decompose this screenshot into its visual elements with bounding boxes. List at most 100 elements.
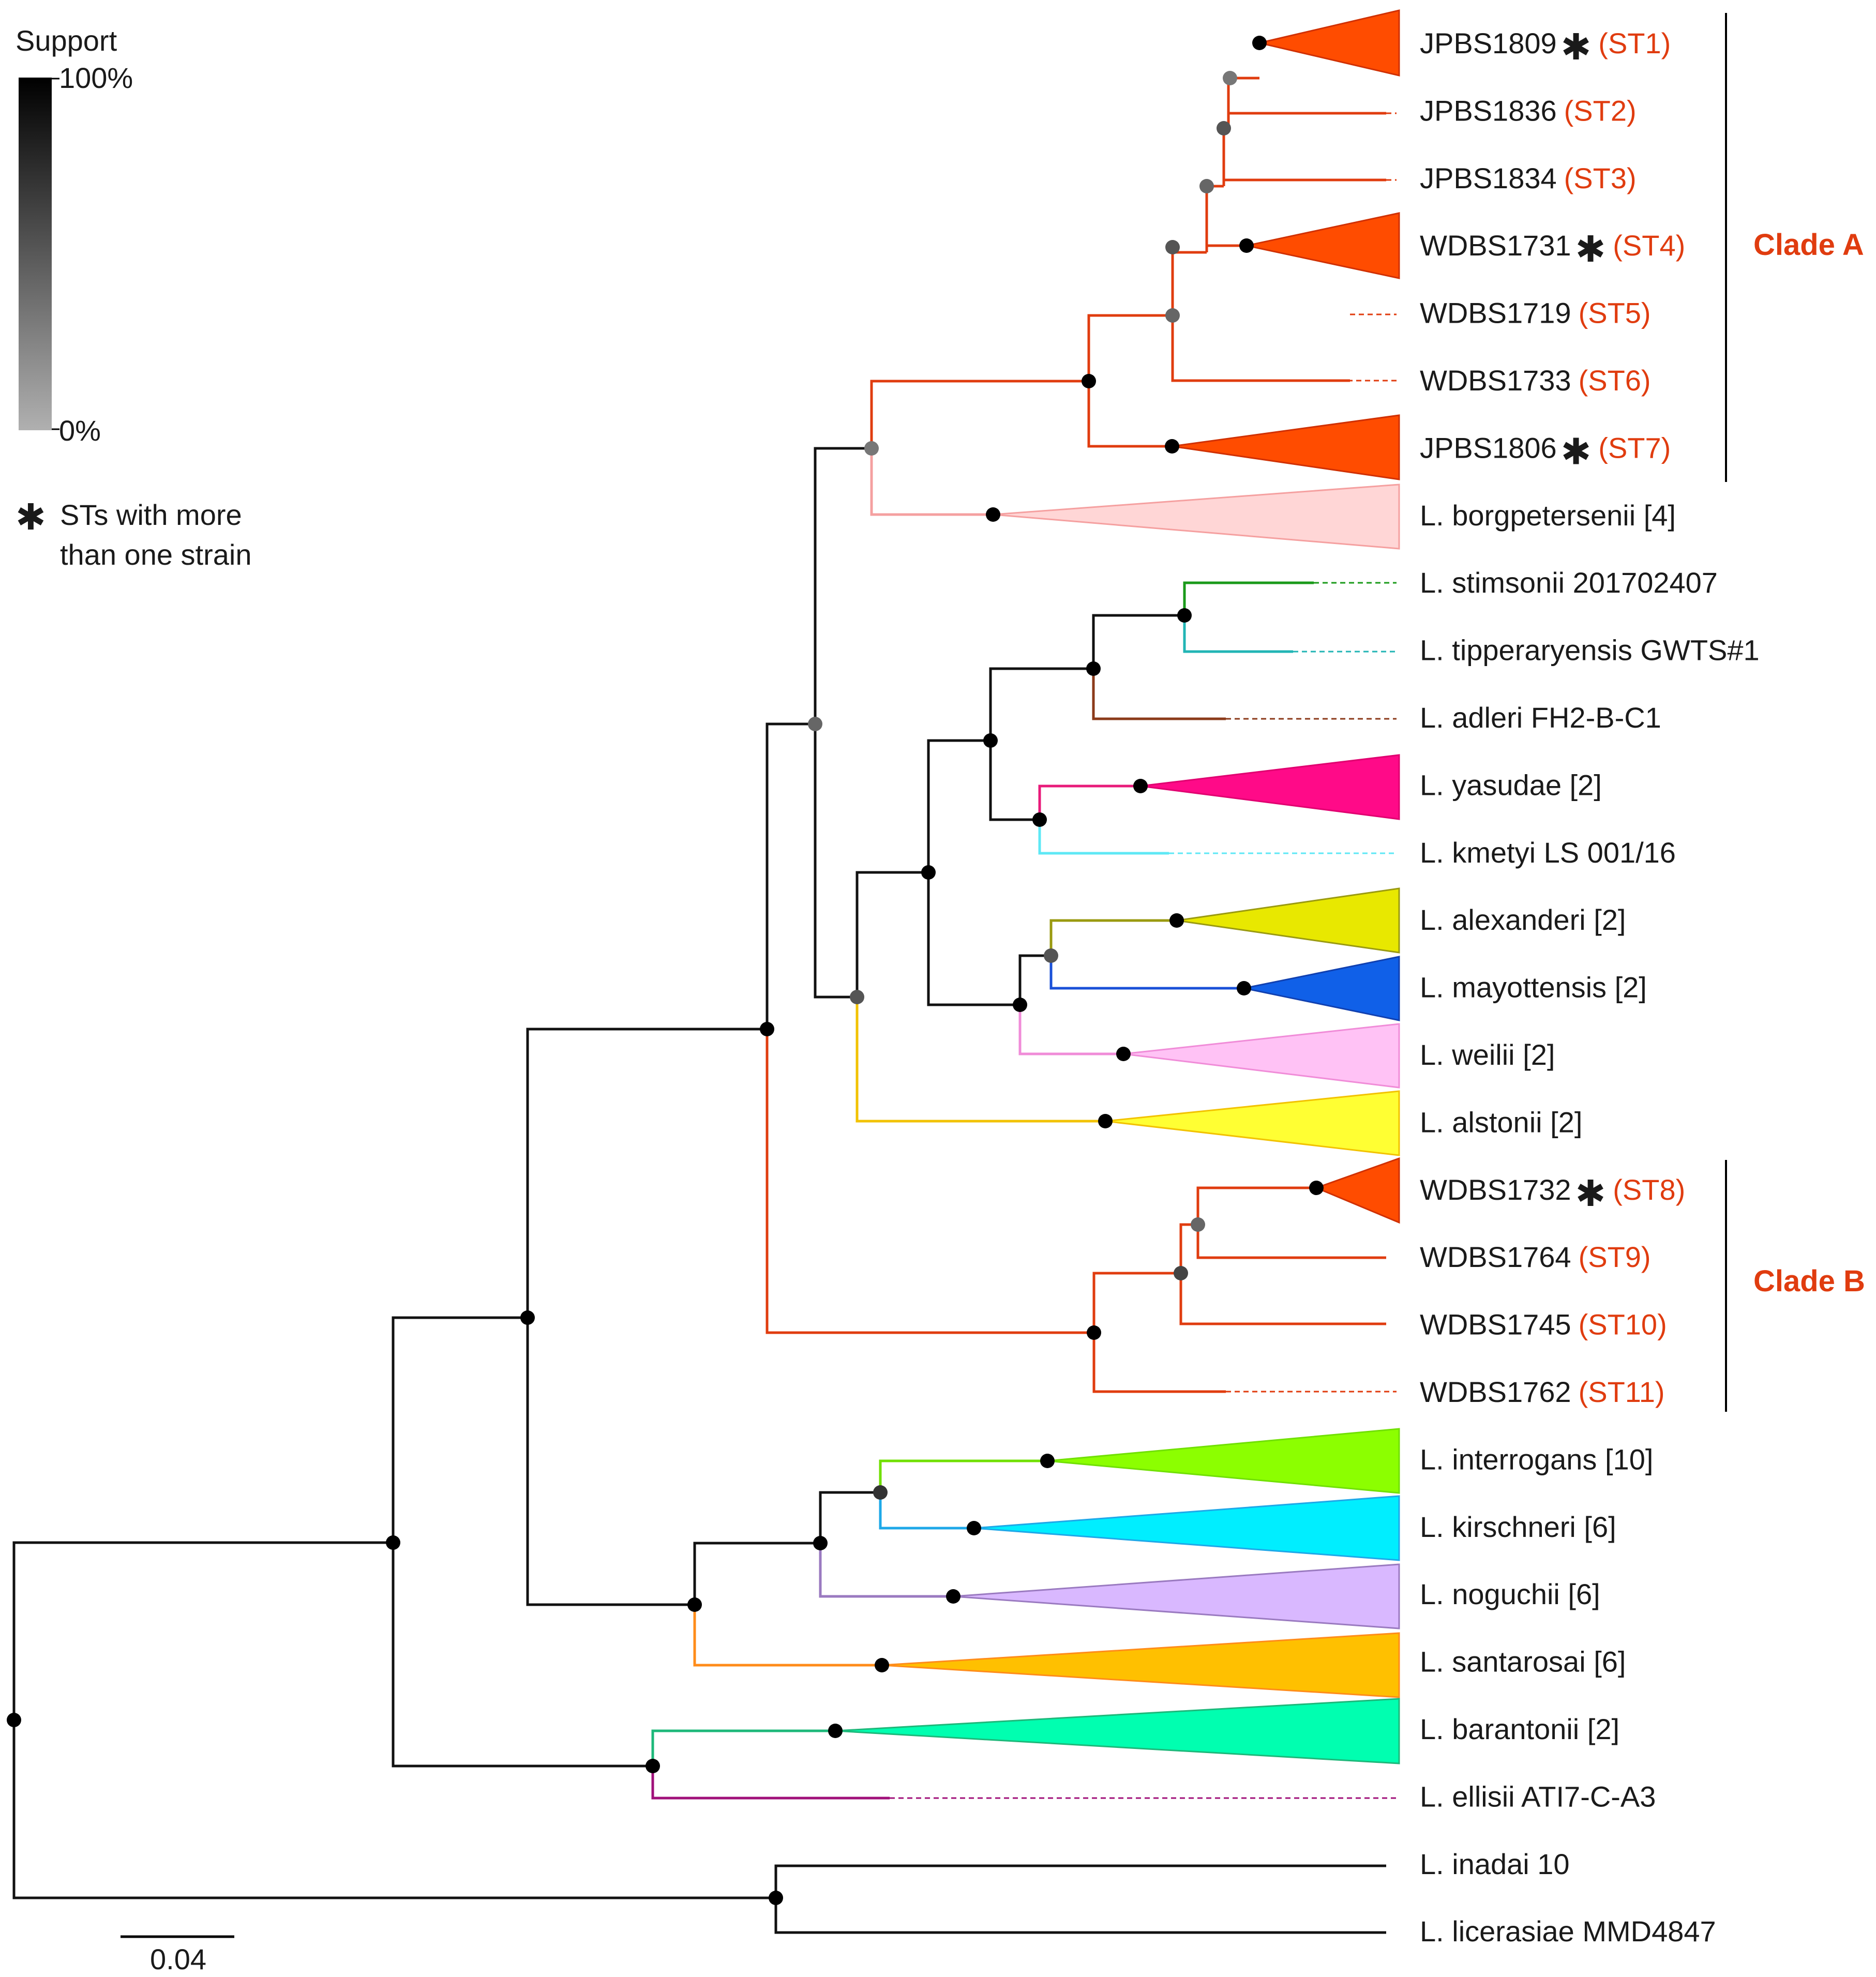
tip-label-row: WDBS1733 (ST6) [1420,364,1651,397]
tip-name: L. tipperaryensis GWTS#1 [1420,634,1760,667]
tip-name: L. adleri FH2-B-C1 [1420,701,1661,734]
support-legend: Support 100% 0% ✱ STs with more than one… [16,24,251,571]
triangle-interrogans [1047,1428,1400,1494]
sequence-type-label: (ST7) [1598,431,1671,464]
tip-labels: JPBS1809 ✱ (ST1)JPBS1836 (ST2)JPBS1834 (ST3)… [1420,26,1760,1948]
tip-label-row: L. kirschneri [6] [1420,1511,1616,1543]
tip-label-row: L. yasudae [2] [1420,768,1602,801]
sequence-type-label: (ST11) [1579,1376,1665,1408]
tip-label-row: L. borgpetersenii [4] [1420,499,1676,532]
tip-name: L. licerasiae MMD4847 [1420,1915,1716,1948]
tip-label-row: L. inadai 10 [1420,1848,1570,1880]
triangle-jpbs1809 [1259,9,1400,77]
tip-name: L. ellisii ATI7-C-A3 [1420,1780,1656,1813]
triangle-santarosai [881,1632,1400,1698]
triangle-mayottensis [1243,956,1400,1021]
support-gradient-bar [19,78,52,430]
tree-branches [12,77,1386,1934]
sequence-type-label: (ST8) [1613,1173,1685,1206]
tip-name: L. barantonii [2] [1420,1713,1619,1745]
tip-extensions [890,112,1397,1799]
tip-label-row: L. ellisii ATI7-C-A3 [1420,1780,1656,1813]
tip-name: WDBS1745 [1420,1308,1571,1341]
tip-name: L. alstonii [2] [1420,1106,1582,1138]
tip-label-row: L. noguchii [6] [1420,1578,1600,1610]
tip-label-row: WDBS1731 ✱ (ST4) [1420,228,1685,270]
tip-label-row: L. mayottensis [2] [1420,971,1647,1004]
triangle-barantonii [835,1698,1400,1764]
triangle-wdbs1732 [1314,1157,1400,1224]
tip-label-row: JPBS1836 (ST2) [1420,94,1637,127]
tip-name: L. yasudae [2] [1420,768,1602,801]
tip-name: L. inadai 10 [1420,1848,1570,1880]
legend-note-line2: than one strain [60,538,251,571]
tip-name: JPBS1834 [1420,162,1557,194]
support-legend-title: Support [16,24,117,57]
tip-name: L. mayottensis [2] [1420,971,1647,1004]
tip-name: L. stimsonii 201702407 [1420,566,1718,599]
tip-label-row: L. tipperaryensis GWTS#1 [1420,634,1760,667]
support-legend-max: 100% [59,62,133,94]
scale-bar-label: 0.04 [150,1943,206,1975]
triangle-yasudae [1140,754,1400,820]
triangle-weilii [1123,1023,1400,1089]
asterisk-icon: ✱ [1575,1172,1606,1215]
tip-label-row: L. santarosai [6] [1420,1646,1626,1678]
support-legend-min: 0% [59,414,101,447]
triangle-noguchii [953,1563,1400,1629]
asterisk-icon: ✱ [16,496,46,538]
sequence-type-label: (ST9) [1579,1241,1651,1273]
tip-name: WDBS1733 [1420,364,1571,397]
tip-label-row: L. alstonii [2] [1420,1106,1582,1138]
tip-label-row: WDBS1764 (ST9) [1420,1241,1651,1273]
triangle-jpbs1806 [1172,414,1400,480]
tip-label-row: L. stimsonii 201702407 [1420,566,1718,599]
asterisk-icon: ✱ [1561,430,1592,473]
asterisk-icon: ✱ [1561,26,1592,68]
tip-name: L. weilii [2] [1420,1038,1555,1071]
tip-name: JPBS1809 [1420,27,1557,59]
tip-label-row: WDBS1732 ✱ (ST8) [1420,1172,1685,1215]
clade-annotations: Clade A Clade B [1725,13,1865,1412]
tip-label-row: WDBS1745 (ST10) [1420,1308,1667,1341]
tip-name: JPBS1806 [1420,431,1557,464]
tip-label-row: WDBS1762 (ST11) [1420,1376,1665,1408]
tip-name: WDBS1762 [1420,1376,1571,1408]
tip-label-row: L. alexanderi [2] [1420,903,1626,936]
collapsed-clades [835,9,1400,1764]
tip-name: WDBS1731 [1420,229,1571,262]
sequence-type-label: (ST5) [1579,297,1651,329]
support-nodes [7,36,1324,1905]
legend-note-line1: STs with more [60,499,242,531]
sequence-type-label: (ST10) [1579,1308,1667,1341]
clade-b-label: Clade B [1753,1264,1865,1298]
sequence-type-label: (ST3) [1564,162,1637,194]
tip-name: WDBS1764 [1420,1241,1571,1273]
tip-label-row: JPBS1809 ✱ (ST1) [1420,26,1671,68]
tip-label-row: L. interrogans [10] [1420,1443,1653,1475]
tip-name: L. noguchii [6] [1420,1578,1600,1610]
triangle-kirschneri [973,1495,1400,1561]
clade-a-label: Clade A [1753,228,1864,262]
tip-label-row: WDBS1719 (ST5) [1420,297,1651,329]
tip-label-row: JPBS1834 (ST3) [1420,162,1637,194]
tip-name: JPBS1836 [1420,94,1557,127]
sequence-type-label: (ST4) [1613,229,1685,262]
tip-label-row: JPBS1806 ✱ (ST7) [1420,430,1671,473]
tip-name: L. interrogans [10] [1420,1443,1653,1475]
triangle-wdbs1731 [1246,212,1400,279]
tip-label-row: L. barantonii [2] [1420,1713,1619,1745]
triangle-borgpetersenii [993,484,1400,550]
sequence-type-label: (ST2) [1564,94,1637,127]
tip-name: L. borgpetersenii [4] [1420,499,1676,532]
tip-name: WDBS1719 [1420,297,1571,329]
triangle-alstonii [1105,1090,1400,1156]
sequence-type-label: (ST1) [1598,27,1671,59]
scale-bar: 0.04 [121,1935,234,1975]
tip-label-row: L. weilii [2] [1420,1038,1555,1071]
tip-label-row: L. kmetyi LS 001/16 [1420,836,1676,869]
tip-label-row: L. adleri FH2-B-C1 [1420,701,1661,734]
tip-name: L. kirschneri [6] [1420,1511,1616,1543]
triangle-alexanderi [1176,887,1400,954]
